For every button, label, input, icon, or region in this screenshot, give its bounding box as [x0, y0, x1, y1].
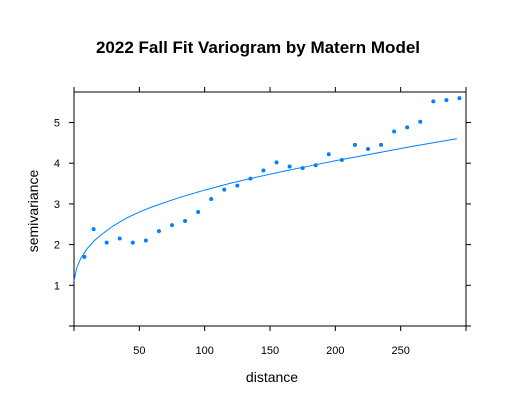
variogram-point	[457, 96, 462, 101]
variogram-point	[130, 240, 135, 245]
variogram-point	[352, 142, 357, 147]
variogram-point	[117, 236, 122, 241]
variogram-point	[379, 142, 384, 147]
variogram-point	[248, 176, 253, 181]
variogram-point	[300, 166, 305, 171]
variogram-point	[287, 164, 292, 169]
variogram-point	[156, 229, 161, 234]
variogram-point	[82, 254, 87, 259]
variogram-point	[431, 99, 436, 104]
y-tick-label: 5	[54, 118, 60, 130]
variogram-point	[418, 119, 423, 124]
variogram-point	[183, 219, 188, 224]
y-tick-label: 2	[54, 240, 60, 252]
y-axis-label: semivariance	[25, 170, 41, 253]
variogram-point	[91, 227, 96, 232]
variogram-point	[405, 125, 410, 130]
variogram-point	[339, 157, 344, 162]
x-tick-label: 100	[195, 345, 213, 357]
variogram-point	[326, 152, 331, 157]
x-axis-label: distance	[246, 369, 298, 385]
variogram-point	[366, 146, 370, 151]
variogram-point	[143, 238, 148, 243]
variogram-point	[170, 223, 174, 228]
fitted-variogram-line	[73, 138, 457, 282]
variogram-point	[196, 210, 201, 215]
variogram-point	[274, 160, 279, 165]
variogram-point	[392, 129, 397, 134]
variogram-point	[209, 197, 214, 202]
variogram-point	[261, 168, 266, 173]
x-tick-label: 200	[326, 345, 344, 357]
y-tick-label: 3	[54, 199, 60, 211]
y-tick-label: 4	[54, 158, 60, 170]
variogram-point	[222, 187, 227, 192]
variogram-point	[104, 240, 109, 245]
chart-marks	[73, 96, 462, 282]
y-tick-label: 1	[54, 280, 60, 292]
variogram-point	[313, 163, 318, 168]
axis-ticks: 50 100 150 200 250 1 2 3 4 5	[54, 87, 471, 357]
chart-title: 2022 Fall Fit Variogram by Matern Model	[96, 38, 420, 57]
x-tick-label: 250	[391, 345, 409, 357]
x-tick-label: 50	[133, 345, 145, 357]
variogram-point	[444, 98, 449, 103]
x-tick-label: 150	[261, 345, 279, 357]
variogram-point	[235, 183, 240, 188]
